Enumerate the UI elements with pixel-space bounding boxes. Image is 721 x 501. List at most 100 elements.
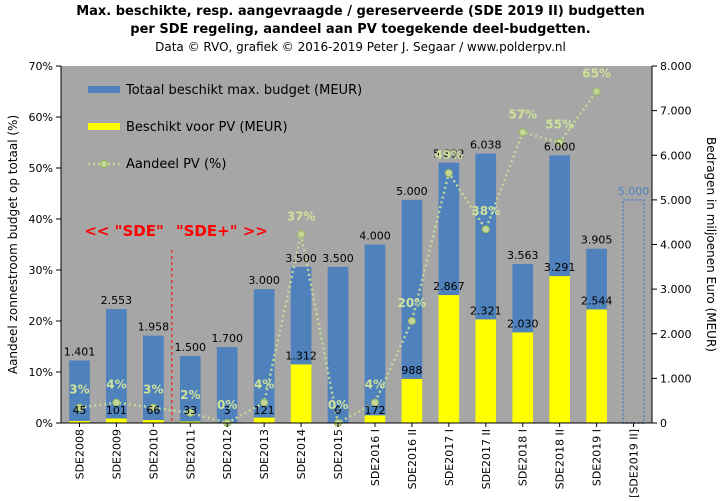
legend-share-marker [100, 160, 108, 168]
bar-pv [549, 276, 570, 423]
share-point [112, 398, 121, 407]
label-total: 1.958 [138, 321, 170, 334]
y-left-tick-label: 60% [29, 111, 53, 124]
share-point [592, 87, 601, 96]
label-share: 65% [582, 67, 611, 81]
x-tick-label: SDE2016 II [406, 429, 419, 489]
label-total: 6.038 [470, 139, 502, 152]
label-share: 55% [545, 118, 574, 132]
bar-total [401, 199, 423, 423]
share-point [186, 408, 195, 417]
label-total: 4.000 [359, 230, 391, 243]
y-left-tick-label: 20% [29, 315, 53, 328]
y-right-tick-label: 8.000 [660, 60, 692, 73]
legend-total-label: Totaal beschikt max. budget (MEUR) [125, 83, 362, 98]
x-tick-label: SDE2010 [147, 429, 160, 479]
y-left-tick-label: 10% [29, 366, 53, 379]
x-tick-label: SDE2014 [295, 429, 308, 479]
share-point [481, 225, 490, 234]
y-right-tick-label: 6.000 [660, 149, 692, 162]
x-tick-label: [SDE2019 II] [628, 429, 641, 498]
label-total: 3.500 [285, 252, 317, 265]
bar-pv [475, 319, 497, 423]
bar-pv [106, 418, 127, 423]
label-pv: 2.867 [433, 280, 465, 293]
legend-share-label: Aandeel PV (%) [126, 157, 226, 172]
bar-pv [290, 364, 312, 423]
label-share: 2% [180, 388, 200, 402]
x-tick-label: SDE2018 II [554, 429, 567, 489]
label-total: 6.000 [544, 140, 576, 153]
label-total: 1.500 [175, 341, 207, 354]
bar-pv [253, 417, 275, 423]
label-total: 3.500 [322, 252, 354, 265]
label-pv: 3.291 [544, 261, 576, 274]
bar-total [179, 356, 201, 423]
y-right-tick-label: 0 [660, 417, 667, 430]
label-total: 1.401 [64, 345, 96, 358]
share-point [297, 230, 306, 239]
bar-pv [438, 295, 460, 423]
annotation-sde: << "SDE" [84, 222, 164, 240]
x-tick-label: SDE2011 [184, 429, 197, 479]
bar-pv [179, 421, 201, 423]
label-pv: 66 [146, 404, 160, 417]
bar-total [106, 309, 127, 423]
legend-pv-label: Beschikt voor PV (MEUR) [126, 120, 288, 135]
label-share: 0% [328, 398, 348, 412]
y-left-tick-label: 0% [36, 417, 53, 430]
share-point [75, 403, 84, 412]
label-pv: 172 [364, 404, 385, 417]
label-total: 5.000 [618, 185, 650, 198]
y-left-tick-label: 70% [29, 60, 53, 73]
label-pv: 0 [335, 404, 342, 417]
y-left-tick-label: 40% [29, 213, 53, 226]
bar-pv [364, 415, 386, 423]
x-tick-label: SDE2018 I [517, 429, 530, 486]
share-point [555, 138, 564, 147]
share-point [370, 398, 379, 407]
share-point [260, 398, 269, 407]
label-pv: 2.030 [507, 317, 539, 330]
label-share: 57% [508, 107, 537, 121]
annotation-sdeplus: "SDE+" >> [176, 222, 268, 240]
label-total: 5.832 [433, 148, 465, 161]
label-share: 38% [471, 204, 500, 218]
label-share: 4% [254, 378, 274, 392]
label-total: 3.000 [248, 274, 280, 287]
bar-pv [143, 420, 164, 423]
label-pv: 1.312 [285, 349, 317, 362]
bar-pv [586, 309, 607, 423]
legend-pv-swatch [88, 123, 120, 130]
x-tick-label: SDE2008 [73, 429, 86, 479]
label-pv: 33 [183, 404, 197, 417]
bar-pv [401, 378, 423, 423]
y-left-tick-label: 30% [29, 264, 53, 277]
y-right-tick-label: 2.000 [660, 328, 692, 341]
y-right-tick-label: 5.000 [660, 194, 692, 207]
x-tick-label: SDE2017 I [443, 429, 456, 486]
legend-total-swatch [88, 86, 120, 93]
x-tick-label: SDE2015 [332, 429, 345, 479]
label-pv: 101 [106, 404, 127, 417]
chart-title-line1: Max. beschikte, resp. aangevraagde / ger… [76, 4, 645, 19]
share-point [407, 317, 416, 325]
label-share: 0% [217, 398, 237, 412]
bar-total [253, 289, 275, 423]
label-pv: 3 [224, 404, 231, 417]
bar-total [364, 244, 386, 423]
x-tick-label: SDE2013 [258, 429, 271, 479]
label-pv: 2.544 [581, 294, 613, 307]
label-pv: 45 [72, 404, 86, 417]
label-total: 5.000 [396, 185, 428, 198]
label-share: 37% [287, 209, 316, 223]
chart-subtitle: Data © RVO, grafiek © 2016-2019 Peter J.… [155, 40, 566, 54]
x-tick-label: SDE2009 [110, 429, 123, 479]
bar-total [327, 266, 349, 423]
label-pv: 988 [401, 364, 422, 377]
bar-pv [512, 332, 534, 423]
label-total: 2.553 [101, 294, 133, 307]
share-point [518, 128, 527, 137]
y-left-tick-label: 50% [29, 162, 53, 175]
